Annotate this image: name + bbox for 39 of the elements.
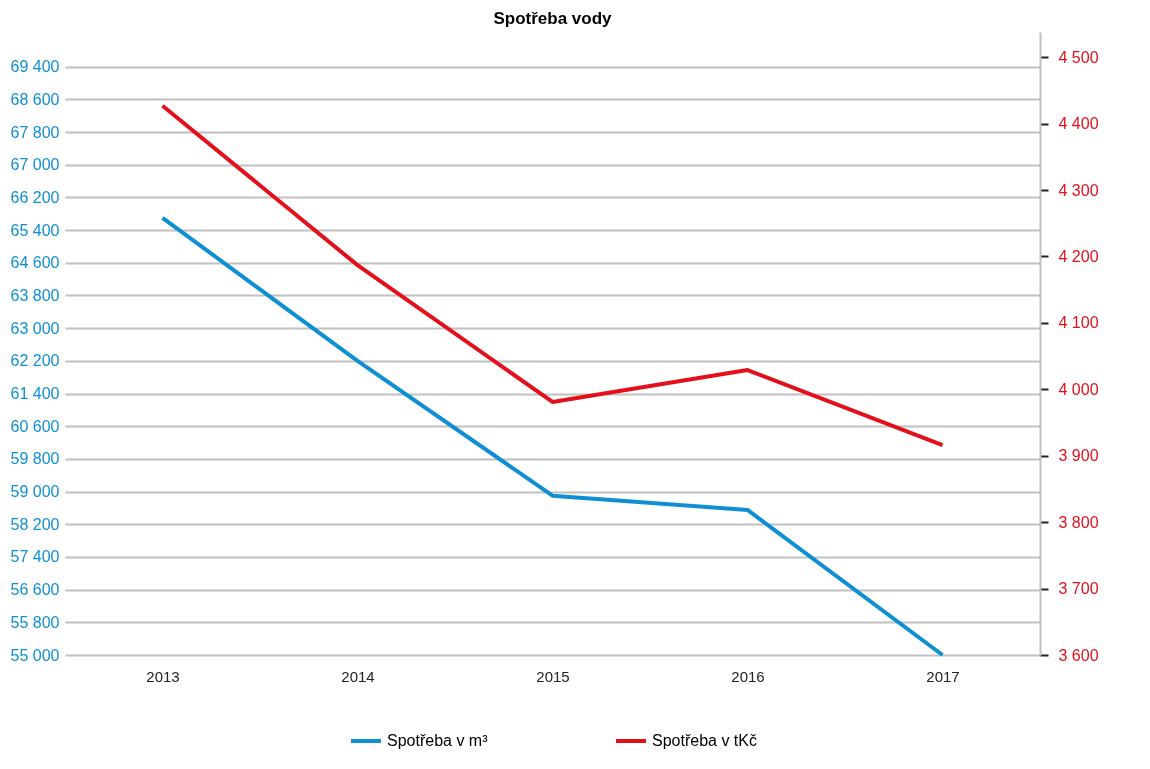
y2-tick-label: 4 000 xyxy=(1058,380,1099,398)
y2-tick-label: 3 700 xyxy=(1058,580,1099,598)
y-tick-label: 55 000 xyxy=(10,646,60,664)
x-tick-label: 2016 xyxy=(731,667,765,685)
x-tick-label: 2014 xyxy=(341,667,375,685)
y-tick-label: 69 400 xyxy=(10,58,60,76)
y2-tick-label: 3 800 xyxy=(1058,513,1099,531)
y-tick-label: 58 200 xyxy=(10,515,60,533)
y-tick-label: 60 600 xyxy=(10,417,60,435)
y2-tick-label: 4 400 xyxy=(1058,115,1099,133)
y2-tick-label: 4 300 xyxy=(1058,181,1099,199)
x-tick-label: 2013 xyxy=(146,667,180,685)
y-tick-label: 63 000 xyxy=(10,319,60,337)
legend-label: Spotřeba v m³ xyxy=(387,732,489,749)
legend-label: Spotřeba v tKč xyxy=(652,732,757,749)
y-tick-label: 61 400 xyxy=(10,385,60,403)
y-tick-label: 63 800 xyxy=(10,287,60,304)
y2-tick-label: 4 100 xyxy=(1058,314,1099,332)
y2-tick-label: 4 200 xyxy=(1058,247,1099,265)
y-tick-label: 59 000 xyxy=(10,483,60,501)
y2-tick-label: 3 900 xyxy=(1058,447,1099,465)
y2-tick-label: 3 600 xyxy=(1058,646,1099,664)
y-tick-label: 67 000 xyxy=(10,156,60,174)
y-tick-label: 64 600 xyxy=(10,254,60,272)
y-tick-label: 66 200 xyxy=(10,188,60,206)
y-tick-label: 57 400 xyxy=(10,548,60,566)
x-tick-label: 2015 xyxy=(536,667,570,685)
y-tick-label: 56 600 xyxy=(10,581,60,599)
y-tick-label: 62 200 xyxy=(10,352,60,370)
x-tick-label: 2017 xyxy=(926,667,960,685)
line-series xyxy=(160,215,945,657)
y-tick-label: 65 400 xyxy=(10,221,60,239)
chart-title: Spotřeba vody xyxy=(493,9,613,28)
line-series xyxy=(160,103,945,448)
y-tick-label: 68 600 xyxy=(10,90,60,108)
y-tick-label: 59 800 xyxy=(10,450,60,468)
y-tick-label: 55 800 xyxy=(10,613,60,631)
y-tick-label: 67 800 xyxy=(10,123,60,141)
y2-tick-label: 4 500 xyxy=(1058,48,1099,66)
